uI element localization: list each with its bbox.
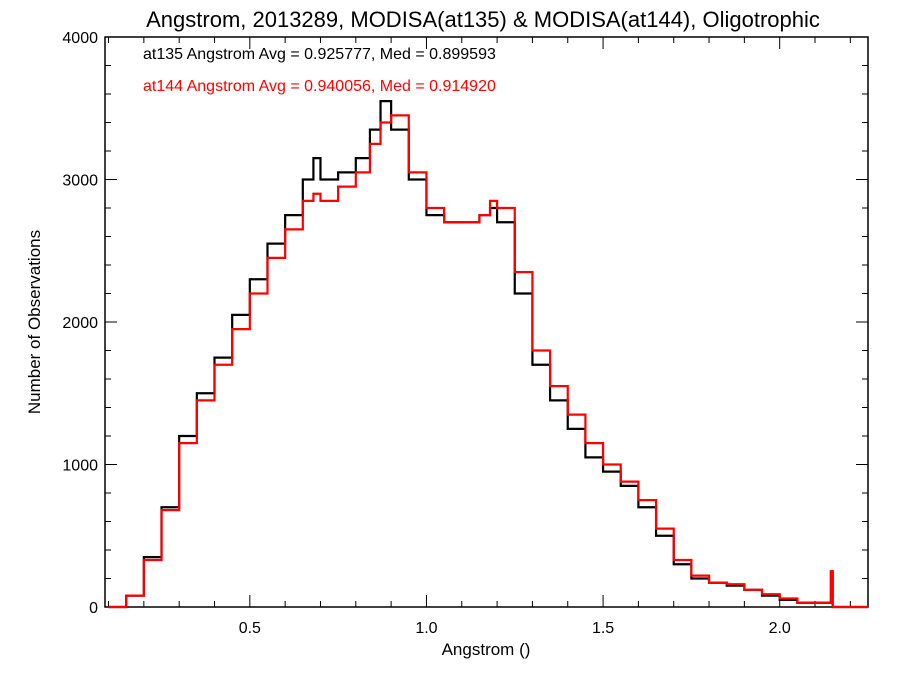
x-axis-label: Angstrom () [442,640,531,659]
y-tick-label: 3000 [62,173,98,190]
series-lines [108,100,868,609]
x-tick-label: 0.5 [239,620,261,637]
y-tick-label: 4000 [62,30,98,47]
x-tick-label: 2.0 [769,620,791,637]
chart-title: Angstrom, 2013289, MODISA(at135) & MODIS… [146,7,820,32]
legend-at144-annotation: at144 Angstrom Avg = 0.940056, Med = 0.9… [143,78,496,95]
series-line-at144 [108,114,868,609]
y-tick-label: 2000 [62,315,98,332]
x-tick-label: 1.0 [415,620,437,637]
plot-frame [104,36,869,608]
series-line-at135 [108,100,868,609]
legend-at135-annotation: at135 Angstrom Avg = 0.925777, Med = 0.8… [143,46,496,63]
x-tick-label: 1.5 [592,620,614,637]
axis-ticks: 0.5 1.0 1.5 2.0 0 1000 2000 3000 4000 [62,30,868,637]
y-tick-label: 0 [89,600,98,617]
y-axis-label: Number of Observations [25,230,44,414]
y-tick-label: 1000 [62,458,98,475]
